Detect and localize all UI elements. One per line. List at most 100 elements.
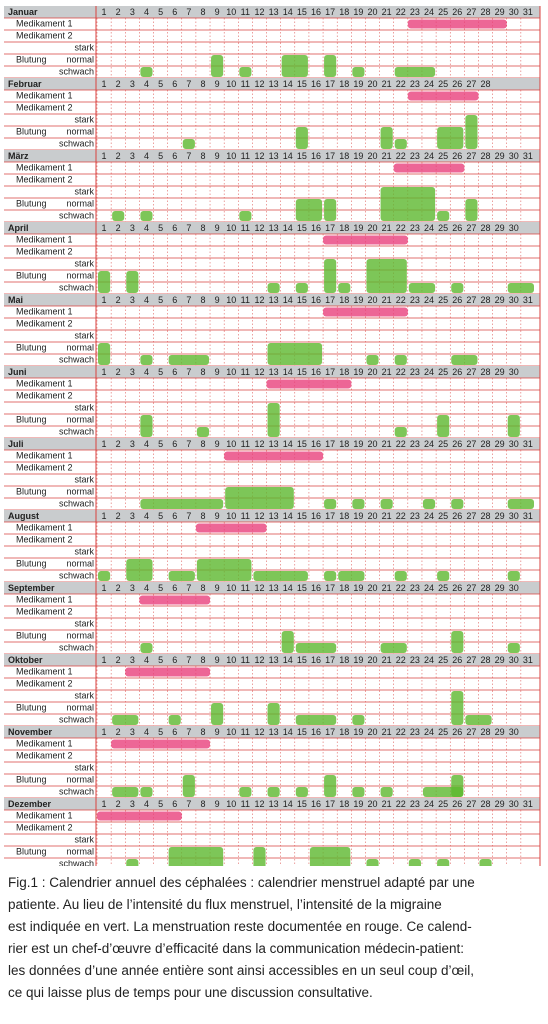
day-number: 5 <box>158 151 163 161</box>
day-number: 1 <box>102 295 107 305</box>
menstruation-bar <box>125 667 211 677</box>
day-number: 8 <box>200 7 205 17</box>
day-number: 31 <box>523 799 533 809</box>
day-number: 14 <box>283 727 293 737</box>
day-number: 26 <box>452 727 462 737</box>
day-number: 10 <box>226 151 236 161</box>
day-number: 10 <box>226 511 236 521</box>
day-number: 15 <box>297 727 307 737</box>
day-number: 16 <box>311 511 321 521</box>
day-number: 28 <box>481 727 491 737</box>
day-number: 19 <box>353 583 363 593</box>
migraine-block <box>437 571 450 581</box>
day-number: 25 <box>438 79 448 89</box>
day-number: 18 <box>339 511 349 521</box>
day-number: 10 <box>226 799 236 809</box>
day-number: 10 <box>226 79 236 89</box>
day-number: 25 <box>438 511 448 521</box>
migraine-block <box>140 643 153 653</box>
day-number: 7 <box>186 583 191 593</box>
day-number: 6 <box>172 511 177 521</box>
day-number: 10 <box>226 583 236 593</box>
day-number: 22 <box>396 583 406 593</box>
day-number: 7 <box>186 727 191 737</box>
migraine-block <box>196 559 252 581</box>
row-label: stark <box>74 186 94 196</box>
day-number: 2 <box>116 439 121 449</box>
day-number: 13 <box>269 799 279 809</box>
day-number: 16 <box>311 151 321 161</box>
menstruation-bar <box>323 235 408 245</box>
day-number: 4 <box>144 727 149 737</box>
day-number: 1 <box>102 79 107 89</box>
migraine-block <box>295 199 323 221</box>
day-number: 1 <box>102 655 107 665</box>
migraine-block <box>507 499 534 509</box>
day-number: 24 <box>424 511 434 521</box>
day-number: 31 <box>523 655 533 665</box>
header-band <box>4 222 540 234</box>
migraine-block <box>168 715 181 725</box>
day-number: 23 <box>410 727 420 737</box>
day-number: 14 <box>283 799 293 809</box>
day-number: 12 <box>254 151 264 161</box>
day-number: 20 <box>368 511 378 521</box>
migraine-block <box>465 199 478 221</box>
day-number: 4 <box>144 367 149 377</box>
day-number: 14 <box>283 439 293 449</box>
day-number: 10 <box>226 223 236 233</box>
header-band <box>4 150 540 162</box>
day-number: 7 <box>186 799 191 809</box>
day-number: 27 <box>466 7 476 17</box>
migraine-block <box>324 499 337 509</box>
row-label: stark <box>74 834 94 844</box>
day-number: 16 <box>311 583 321 593</box>
day-number: 26 <box>452 655 462 665</box>
day-number: 18 <box>339 79 349 89</box>
day-number: 16 <box>311 7 321 17</box>
day-number: 14 <box>283 79 293 89</box>
day-number: 7 <box>186 367 191 377</box>
migraine-block <box>239 211 252 221</box>
day-number: 24 <box>424 439 434 449</box>
header-band <box>4 294 540 306</box>
day-number: 17 <box>325 727 335 737</box>
day-number: 13 <box>269 151 279 161</box>
day-number: 6 <box>172 727 177 737</box>
day-number: 25 <box>438 223 448 233</box>
menstruation-bar <box>139 595 211 605</box>
day-number: 9 <box>215 79 220 89</box>
migraine-block <box>451 775 464 797</box>
caption-line: Fig.1 : Calendrier annuel des céphalées … <box>8 875 475 890</box>
day-number: 12 <box>254 727 264 737</box>
row-label: schwach <box>59 498 94 508</box>
day-number: 10 <box>226 367 236 377</box>
month-name: März <box>8 151 29 161</box>
row-label: Blutung <box>16 486 47 496</box>
day-number: 17 <box>325 223 335 233</box>
migraine-block <box>507 283 534 293</box>
day-number: 16 <box>311 295 321 305</box>
day-number: 18 <box>339 799 349 809</box>
day-number: 12 <box>254 439 264 449</box>
day-number: 11 <box>241 223 250 233</box>
day-number: 24 <box>424 7 434 17</box>
row-label: Blutung <box>16 774 47 784</box>
row-label: Medikament 1 <box>16 666 73 676</box>
day-number: 2 <box>116 727 121 737</box>
day-number: 1 <box>102 223 107 233</box>
day-number: 5 <box>158 439 163 449</box>
day-number: 26 <box>452 7 462 17</box>
row-label: Blutung <box>16 126 47 136</box>
day-number: 15 <box>297 367 307 377</box>
day-number: 2 <box>116 223 121 233</box>
migraine-block <box>451 691 464 725</box>
day-number: 19 <box>353 439 363 449</box>
day-number: 16 <box>311 367 321 377</box>
day-number: 15 <box>297 295 307 305</box>
day-number: 24 <box>424 727 434 737</box>
migraine-block <box>380 127 393 149</box>
day-number: 11 <box>241 655 250 665</box>
day-number: 18 <box>339 7 349 17</box>
day-number: 26 <box>452 295 462 305</box>
